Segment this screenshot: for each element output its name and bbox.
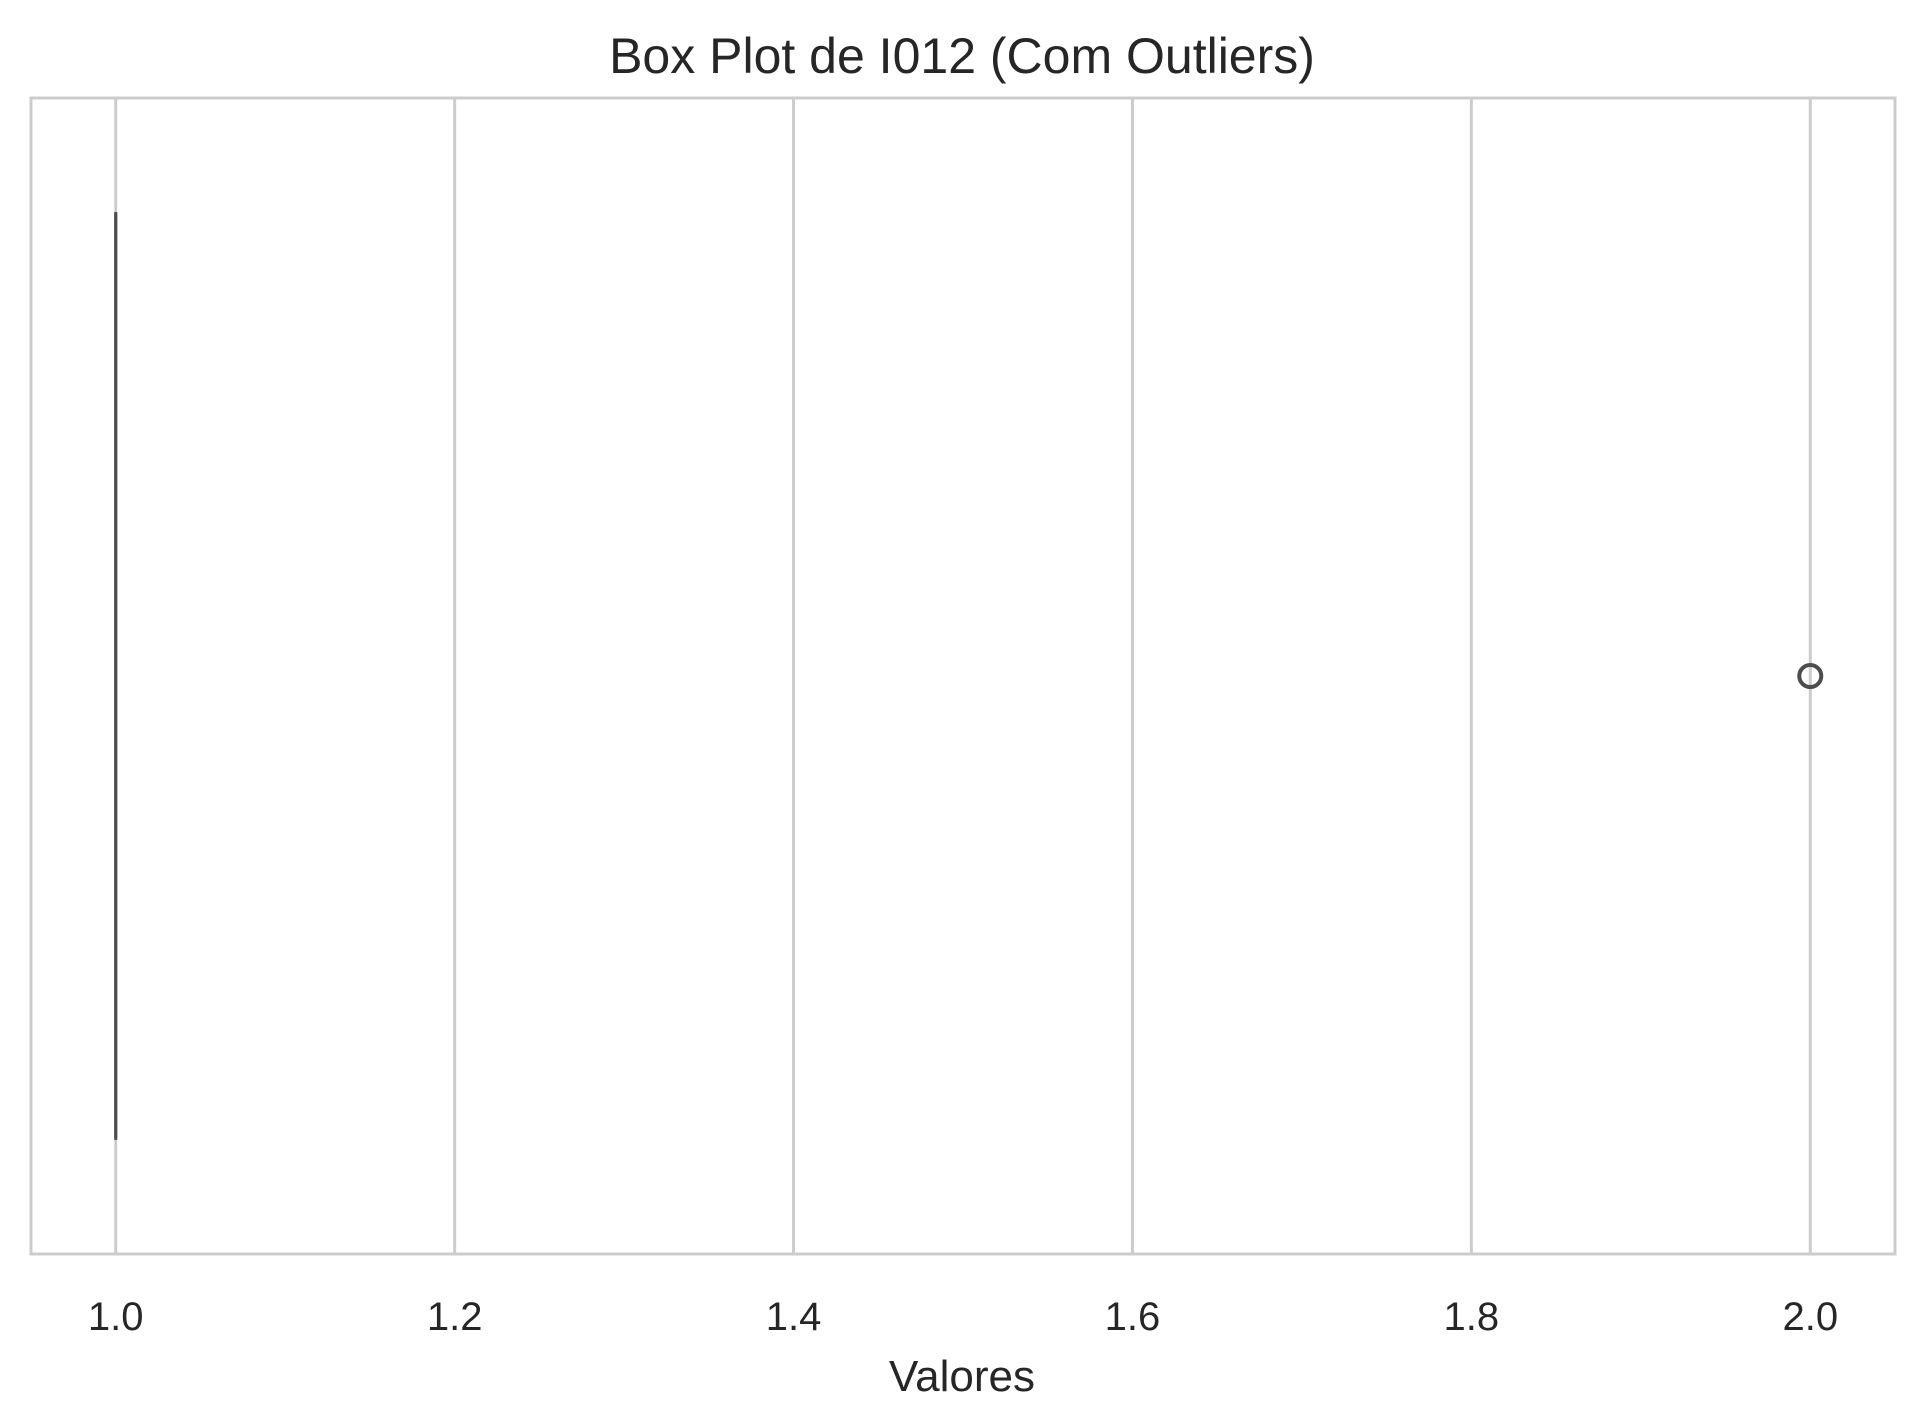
plot-area-frame bbox=[29, 96, 1897, 1256]
x-tick-label: 1.6 bbox=[1105, 1295, 1161, 1339]
outlier-point bbox=[1797, 663, 1824, 689]
x-tick-label: 1.2 bbox=[427, 1295, 483, 1339]
chart-title: Box Plot de I012 (Com Outliers) bbox=[609, 28, 1315, 84]
x-tick-labels: 1.0 1.2 1.4 1.6 1.8 2.0 bbox=[88, 1295, 1838, 1339]
x-tick-label: 1.8 bbox=[1444, 1295, 1500, 1339]
x-tick-label: 1.0 bbox=[88, 1295, 144, 1339]
x-tick-label: 2.0 bbox=[1782, 1295, 1838, 1339]
x-axis-label: Valores bbox=[889, 1352, 1035, 1401]
box-plot-marks bbox=[114, 212, 1824, 1140]
x-tick-label: 1.4 bbox=[766, 1295, 822, 1339]
